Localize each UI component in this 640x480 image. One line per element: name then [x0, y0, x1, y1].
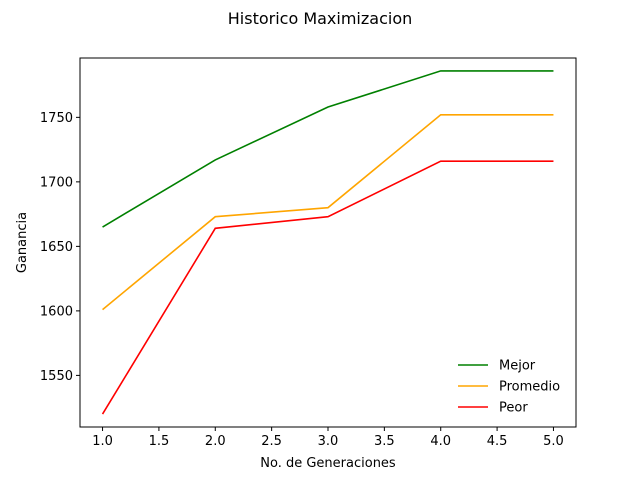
y-tick-label: 1750: [40, 111, 73, 126]
x-axis: 1.0 1.5 2.0 2.5 3.0 3.5 4.0 4.5 5.0: [92, 427, 564, 449]
x-axis-label: No. de Generaciones: [260, 456, 396, 471]
y-tick-label: 1700: [40, 175, 73, 190]
series-line-promedio: [102, 113, 554, 311]
x-tick-label: 3.0: [318, 434, 339, 449]
legend-label-promedio: Promedio: [499, 380, 560, 395]
legend: Mejor Promedio Peor: [458, 359, 560, 416]
chart-title: Historico Maximizacion: [228, 9, 413, 28]
x-tick-label: 1.5: [149, 434, 170, 449]
x-tick-label: 1.0: [92, 434, 113, 449]
y-tick-label: 1650: [40, 240, 73, 255]
x-tick-label: 2.5: [261, 434, 282, 449]
series-group: [101, 70, 554, 415]
y-tick-label: 1600: [40, 304, 73, 319]
series-line-peor: [101, 160, 554, 415]
series-line-mejor: [102, 70, 554, 228]
plot-area: 1.0 1.5 2.0 2.5 3.0 3.5 4.0 4.5 5.0 1550 1600 1650…: [40, 57, 577, 449]
legend-label-mejor: Mejor: [499, 359, 536, 374]
y-axis-label: Ganancia: [15, 212, 30, 273]
x-tick-label: 5.0: [543, 434, 564, 449]
x-tick-label: 2.0: [205, 434, 226, 449]
y-tick-label: 1550: [40, 369, 73, 384]
x-tick-label: 4.0: [430, 434, 451, 449]
legend-label-peor: Peor: [499, 401, 528, 416]
x-tick-label: 3.5: [374, 434, 395, 449]
y-axis: 1550 1600 1650 1700 1750: [40, 111, 80, 384]
x-tick-label: 4.5: [487, 434, 508, 449]
